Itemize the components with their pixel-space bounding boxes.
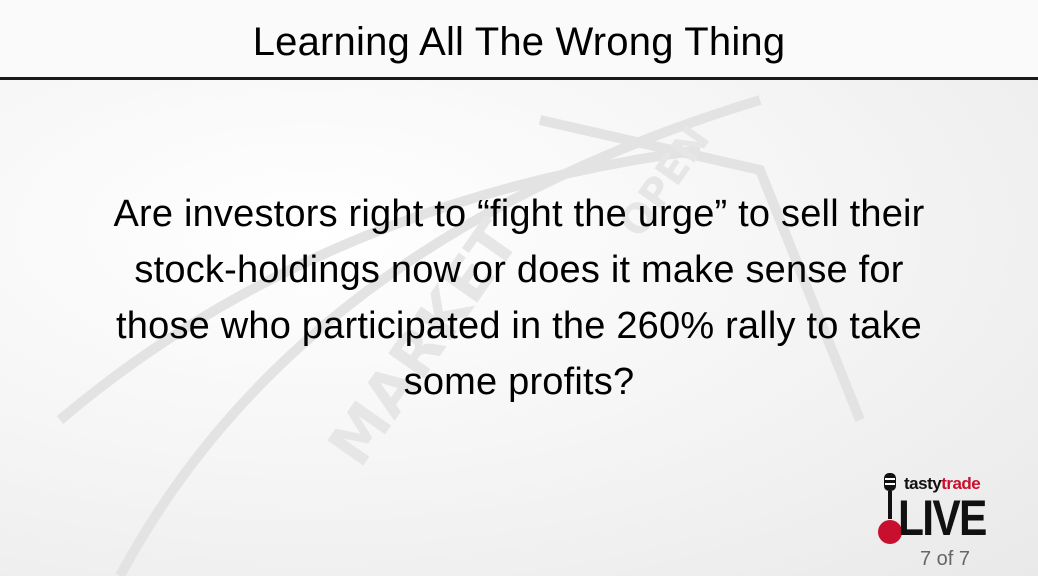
- logo-live-text: LIVE: [898, 490, 987, 546]
- body-line: some profits?: [403, 361, 635, 403]
- body-line: Are investors right to “fight the urge” …: [113, 193, 925, 235]
- tastytrade-live-logo: tastytrade LIVE: [876, 470, 996, 550]
- microphone-icon: [878, 473, 902, 544]
- page-number: 7 of 7: [920, 548, 971, 570]
- slide-title: Learning All The Wrong Thing: [252, 20, 786, 64]
- slide-body: Are investors right to “fight the urge” …: [20, 186, 1018, 410]
- body-line: stock-holdings now or does it make sense…: [134, 249, 904, 291]
- logo-brand: tastytrade: [904, 474, 981, 494]
- logo-brand-part2: trade: [941, 474, 981, 493]
- logo-brand-part1: tasty: [904, 474, 942, 493]
- body-line: those who participated in the 260% rally…: [116, 305, 922, 347]
- title-bar: Learning All The Wrong Thing: [0, 0, 1038, 80]
